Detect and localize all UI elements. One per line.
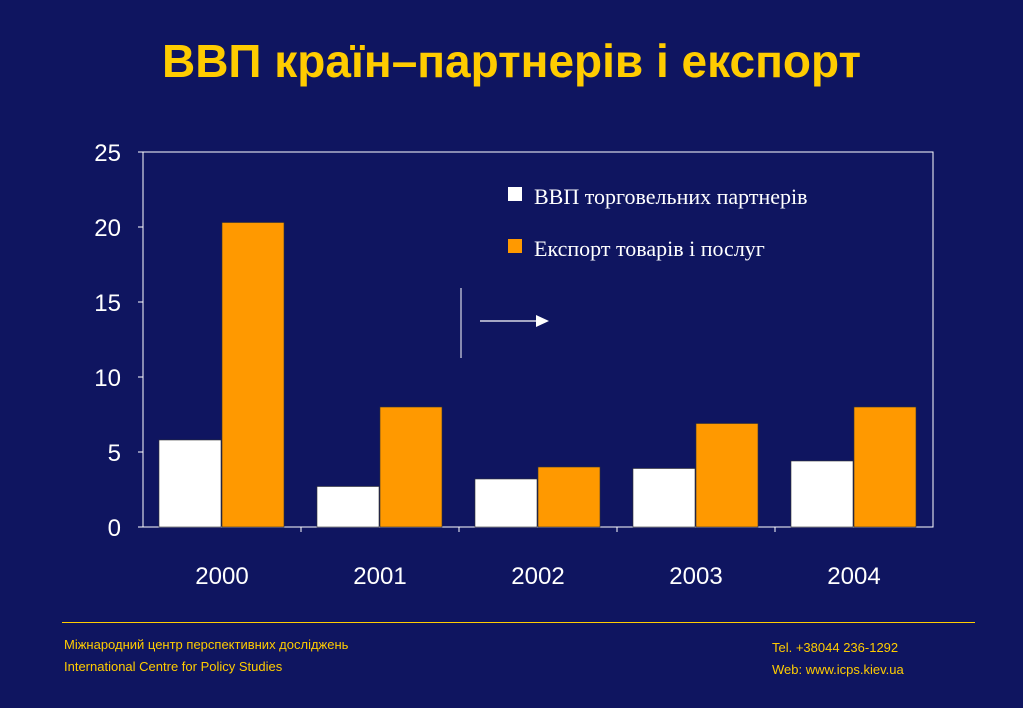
y-tick-label: 25 xyxy=(94,140,121,167)
footer-web: Web: www.icps.kiev.ua xyxy=(772,662,904,677)
footer-divider xyxy=(62,622,975,623)
bar-gdp-2001 xyxy=(316,486,380,528)
page-title: ВВП країн–партнерів і експорт xyxy=(161,35,862,87)
bar-chart: 0 5 10 15 20 25 2000 2001 2002 2003 2004 ВВП торг… xyxy=(94,140,934,590)
footer-contact: Tel. +38044 236-1292 Web: www.icps.kiev.… xyxy=(772,637,904,681)
y-tick-label: 15 xyxy=(94,290,121,317)
bar-export-2001 xyxy=(379,406,443,528)
bar-export-2000 xyxy=(221,222,285,528)
footer-org-uk: Міжнародний центр перспективних дослідже… xyxy=(64,637,349,652)
bar-gdp-2003 xyxy=(632,468,696,528)
y-tick-label: 20 xyxy=(94,215,121,242)
bar-gdp-2002 xyxy=(474,478,538,528)
bar-export-2004 xyxy=(853,406,917,528)
bar-gdp-2004 xyxy=(790,460,854,528)
y-tick-label: 10 xyxy=(94,365,121,392)
bar-export-2002 xyxy=(537,466,601,528)
bar-gdp-2000 xyxy=(158,439,222,528)
y-tick-label: 5 xyxy=(108,440,121,467)
footer-tel: Tel. +38044 236-1292 xyxy=(772,640,899,655)
annotation-arrow-head xyxy=(536,315,549,327)
legend-swatch-export xyxy=(508,239,522,253)
footer-org: Міжнародний центр перспективних дослідже… xyxy=(64,634,348,678)
bar-export-2003 xyxy=(695,423,759,528)
x-tick-label: 2003 xyxy=(669,563,722,590)
x-tick-label: 2002 xyxy=(511,563,564,590)
legend-swatch-gdp xyxy=(508,187,522,201)
legend-label-export: Експорт товарів і послуг xyxy=(534,236,765,261)
x-tick-label: 2000 xyxy=(195,563,248,590)
footer-org-en: International Centre for Policy Studies xyxy=(64,659,283,674)
x-tick-label: 2004 xyxy=(827,563,880,590)
y-tick-label: 0 xyxy=(108,515,121,542)
x-tick-label: 2001 xyxy=(353,563,406,590)
legend-label-gdp: ВВП торговельних партнерів xyxy=(534,184,808,209)
